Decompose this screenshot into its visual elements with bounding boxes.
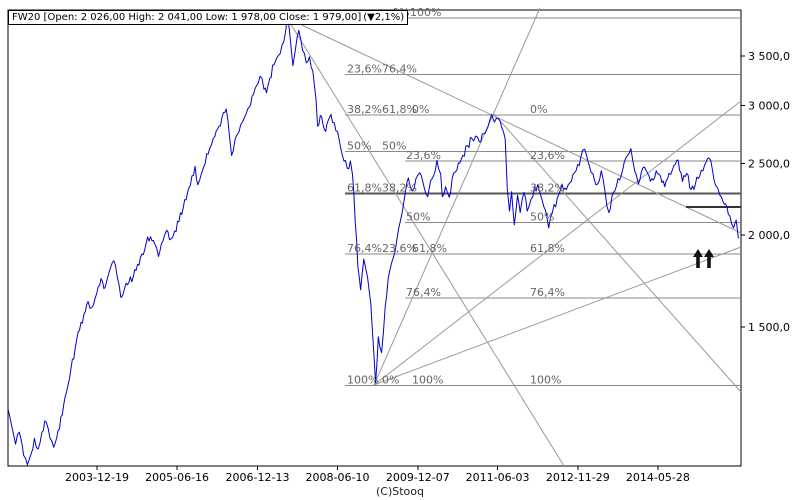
price-line (7, 19, 739, 466)
y-axis: 3 500,0 3 000,0 2 500,0 2 000,0 1 500,0 (741, 50, 790, 334)
fib-label: 23,6% (347, 62, 382, 75)
fib-label: 50% (382, 140, 406, 153)
x-axis-label: 2014-05-28 (626, 471, 690, 484)
fib-label: 38,2% (347, 103, 382, 116)
chart-frame (7, 9, 742, 467)
fib-label: 61,8% (530, 242, 565, 255)
x-axis: 2003-12-19 2005-06-16 2006-12-13 2008-06-10… (65, 466, 690, 484)
y-axis-label: 1 500,0 (748, 321, 790, 334)
chart-change-percent: (▼2,1%) (363, 12, 405, 23)
trend-line (373, 100, 742, 386)
fib-label: 0% (530, 103, 547, 116)
fib-label: 100% (412, 373, 443, 386)
stooq-watermark: (C)Stooq (375, 485, 424, 498)
x-axis-label: 2009-12-07 (386, 471, 450, 484)
x-axis-label: 2011-06-03 (466, 471, 530, 484)
chart-title: FW20 [Open: 2 026,00 High: 2 041,00 Low:… (12, 12, 362, 23)
trend-line (286, 17, 565, 467)
fib-label: 76,4% (406, 286, 441, 299)
x-axis-label: 2008-06-10 (306, 471, 370, 484)
fib-label: 50% (406, 210, 430, 223)
fib-label: 100% (410, 6, 441, 19)
x-axis-label: 2006-12-13 (226, 471, 290, 484)
fib-label: 76,4% (347, 242, 382, 255)
y-axis-label: 3 500,0 (748, 50, 790, 63)
fib-label: 76,4% (530, 286, 565, 299)
fib-label: 61,8% (382, 103, 417, 116)
trend-line (493, 113, 742, 393)
signal-arrows (693, 249, 714, 268)
fib-label: 50% (347, 140, 371, 153)
fib-label: 0% (382, 373, 399, 386)
fib-label: 38,2% (530, 181, 565, 194)
fib-label: 23,6% (530, 149, 565, 162)
fib-label: 76,4% (382, 62, 417, 75)
fib-label: 100% (347, 373, 378, 386)
fib-label: 0% (412, 103, 429, 116)
trend-lines (286, 7, 742, 467)
x-axis-label: 2012-11-29 (546, 471, 610, 484)
fib-label: 23,6% (406, 149, 441, 162)
fib-label: 100% (530, 373, 561, 386)
fib-label: 50% (530, 210, 554, 223)
chart-title-box: FW20 [Open: 2 026,00 High: 2 041,00 Low:… (8, 10, 409, 25)
fib-labels: 0%100%23,6%76,4%38,2%61,8%0%0%50%50%23,6… (347, 6, 565, 386)
trend-line (373, 246, 742, 386)
fib-label: 38,2% (382, 181, 417, 194)
up-arrow-marker (693, 249, 703, 268)
fib-label: 23,6% (382, 242, 417, 255)
fib-label: 61,8% (347, 181, 382, 194)
x-axis-label: 2005-06-16 (145, 471, 209, 484)
up-arrow-marker (704, 249, 714, 268)
fib-label: 61,8% (412, 242, 447, 255)
x-axis-label: 2003-12-19 (65, 471, 129, 484)
y-axis-label: 2 500,0 (748, 158, 790, 171)
trend-line (373, 7, 541, 386)
trend-line (286, 17, 742, 234)
y-axis-label: 2 000,0 (748, 229, 790, 242)
y-axis-label: 3 000,0 (748, 99, 790, 112)
